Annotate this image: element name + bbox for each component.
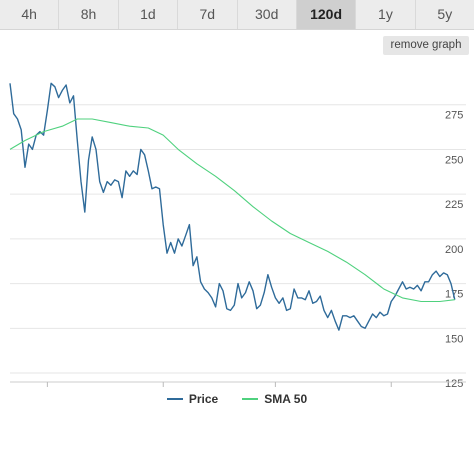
remove-graph-button[interactable]: remove graph	[383, 36, 469, 55]
y-tick-label-225: 225	[445, 199, 463, 211]
tab-4h[interactable]: 4h	[0, 0, 60, 29]
tab-1y[interactable]: 1y	[356, 0, 416, 29]
legend-label-price: Price	[188, 392, 219, 406]
tab-8h[interactable]: 8h	[59, 0, 119, 29]
tab-120d[interactable]: 120d	[296, 0, 357, 29]
x-tick-label-2: Dec '25	[257, 389, 294, 390]
y-tick-label-150: 150	[445, 333, 463, 345]
series-line-price	[9, 82, 456, 331]
y-tick-label-250: 250	[445, 154, 463, 166]
sma-swatch-icon	[242, 398, 259, 400]
y-tick-label-200: 200	[445, 244, 463, 256]
tab-5y[interactable]: 5y	[415, 0, 474, 29]
chart-series	[9, 82, 456, 331]
x-tick-label-0: Oct '25	[30, 389, 65, 390]
y-tick-label-125: 125	[445, 378, 463, 390]
tab-30d[interactable]: 30d	[237, 0, 297, 29]
x-tick-label-1: Nov '25	[145, 389, 182, 390]
legend-item-sma[interactable]: SMA 50	[242, 392, 307, 406]
series-line-sma-50	[9, 118, 455, 303]
legend-label-sma: SMA 50	[264, 392, 308, 406]
x-axis-ticks: Oct '25 Nov '25 Dec '25 Jan '26	[10, 381, 466, 390]
legend-item-price[interactable]: Price	[166, 392, 219, 406]
time-range-tabs: 4h 8h 1d 7d 30d 120d 1y 5y	[0, 0, 474, 30]
x-tick-label-3: Jan '26	[374, 389, 409, 390]
tab-7d[interactable]: 7d	[178, 0, 238, 29]
y-tick-label-275: 275	[445, 110, 463, 122]
tab-1d[interactable]: 1d	[118, 0, 179, 29]
price-swatch-icon	[166, 398, 183, 400]
chart-legend: Price SMA 50	[0, 392, 474, 406]
